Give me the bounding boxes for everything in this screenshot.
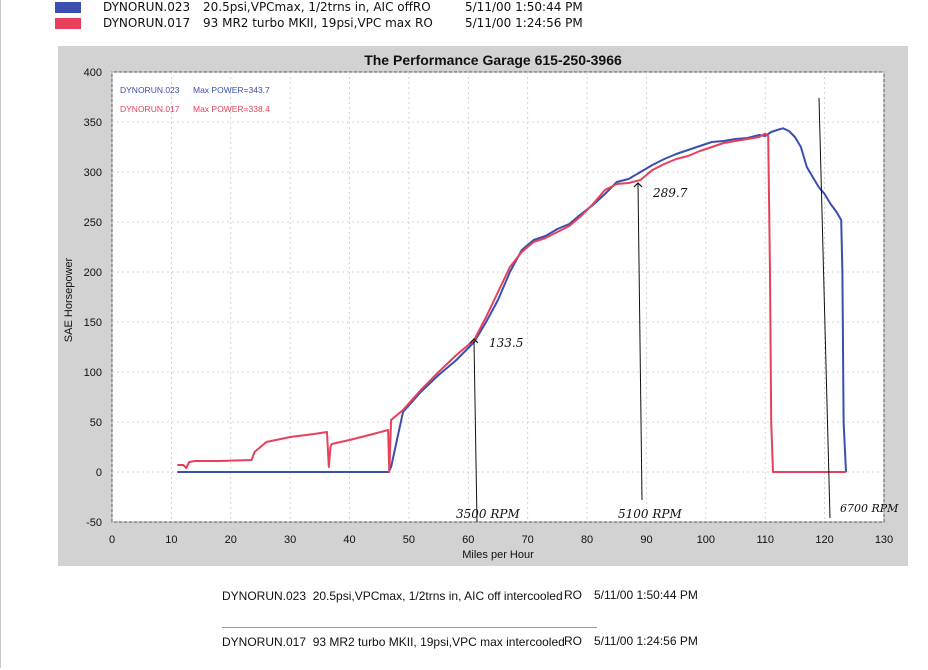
plot-area: [111, 71, 885, 523]
x-tick-label: 30: [284, 534, 296, 546]
x-tick-label: 60: [462, 534, 474, 546]
x-tick-label: 80: [581, 534, 593, 546]
series-lines: [177, 127, 847, 473]
plot-legend: DYNORUN.023 Max POWER=343.7 DYNORUN.017 …: [120, 85, 270, 114]
legend-run-date: 5/11/00 1:50:44 PM: [465, 0, 583, 14]
top-legend-row: DYNORUN.023 20.5psi,VPCmax, 1/2trns in, …: [55, 0, 675, 16]
legend-run-description: 93 MR2 turbo MKII, 19psi,VPC max RO: [203, 16, 433, 30]
x-tick-label: 110: [756, 534, 774, 546]
footer-run-date: 5/11/00 1:24:56 PM: [594, 634, 698, 648]
footer-run-desc: 20.5psi,VPCmax, 1/2trns in, AIC off inte…: [312, 589, 563, 603]
y-tick-label: 50: [90, 417, 102, 429]
footer-run-ro: RO: [564, 634, 582, 648]
rpm-annotation: 6700 RPM: [840, 502, 899, 515]
footer-run-text: DYNORUN.023 20.5psi,VPCmax, 1/2trns in, …: [222, 588, 567, 604]
rpm-marker-line: [637, 182, 643, 501]
axis-ticks: 0 10 20 30 40 50 60 70 80 90 100 110 120 130 -50 0 50 100…: [84, 67, 894, 546]
x-tick-label: 10: [165, 534, 177, 546]
footer-run-desc: 93 MR2 turbo MKII, 19psi,VPC max interco…: [312, 635, 565, 649]
footer-run-row: DYNORUN.017 93 MR2 turbo MKII, 19psi,VPC…: [222, 634, 742, 670]
plot-legend-run: DYNORUN.017: [120, 104, 180, 114]
y-tick-label: 250: [84, 217, 102, 229]
x-tick-label: 120: [815, 534, 833, 546]
legend-run-description: 20.5psi,VPCmax, 1/2trns in, AIC offRO: [203, 0, 431, 14]
footer-run-name: DYNORUN.023: [222, 589, 307, 603]
page-edge-line: [0, 0, 1, 668]
series-line-dynorun-017: [177, 132, 846, 473]
x-tick-label: 100: [697, 534, 715, 546]
dyno-chart: The Performance Garage 615-250-3966 0 10 2…: [58, 46, 908, 566]
legend-run-date: 5/11/00 1:24:56 PM: [465, 16, 583, 30]
y-tick-label: 150: [84, 317, 102, 329]
plot-legend-max-power: Max POWER=338.4: [193, 104, 270, 114]
top-legend-row: DYNORUN.017 93 MR2 turbo MKII, 19psi,VPC…: [55, 16, 675, 32]
x-tick-label: 130: [875, 534, 893, 546]
x-tick-label: 50: [403, 534, 415, 546]
y-tick-label: 350: [84, 117, 102, 129]
footer-divider: [222, 627, 597, 628]
series-swatch-blue: [55, 2, 81, 13]
rpm-annotation: 3500 RPM: [456, 507, 520, 521]
handwritten-annotations: 133.5 289.7 3500 RPM 5100 RPM 6700 RPM: [456, 97, 899, 523]
hp-annotation: 133.5: [489, 336, 523, 350]
x-tick-label: 70: [522, 534, 534, 546]
series-line-dynorun-023: [177, 127, 847, 473]
hp-annotation: 289.7: [652, 186, 688, 200]
rpm-marker-line: [473, 340, 478, 523]
x-tick-label: 40: [343, 534, 355, 546]
x-tick-label: 0: [109, 534, 115, 546]
footer-run-ro: RO: [564, 588, 582, 602]
grid-lines: [111, 71, 885, 523]
legend-run-name: DYNORUN.023: [103, 0, 191, 14]
y-tick-label: -50: [86, 517, 102, 529]
y-tick-label: 100: [84, 367, 102, 379]
y-axis-label: SAE Horsepower: [63, 257, 75, 342]
y-tick-label: 300: [84, 167, 102, 179]
y-tick-label: 400: [84, 67, 102, 79]
y-tick-label: 0: [96, 467, 102, 479]
footer-run-row: DYNORUN.023 20.5psi,VPCmax, 1/2trns in, …: [222, 588, 742, 624]
footer-run-date: 5/11/00 1:50:44 PM: [594, 588, 698, 602]
footer-run-text: DYNORUN.017 93 MR2 turbo MKII, 19psi,VPC…: [222, 634, 567, 650]
plot-legend-run: DYNORUN.023: [120, 85, 180, 95]
chart-title: The Performance Garage 615-250-3966: [364, 52, 622, 68]
x-axis-label: Miles per Hour: [462, 549, 534, 561]
legend-run-name: DYNORUN.017: [103, 16, 191, 30]
rpm-marker-line: [818, 97, 831, 519]
x-tick-label: 90: [640, 534, 652, 546]
series-swatch-red: [55, 18, 81, 29]
rpm-annotation: 5100 RPM: [618, 507, 682, 521]
plot-legend-max-power: Max POWER=343.7: [193, 85, 270, 95]
x-tick-label: 20: [225, 534, 237, 546]
arrow-marks: [469, 182, 643, 344]
y-tick-label: 200: [84, 267, 102, 279]
footer-run-name: DYNORUN.017: [222, 635, 307, 649]
